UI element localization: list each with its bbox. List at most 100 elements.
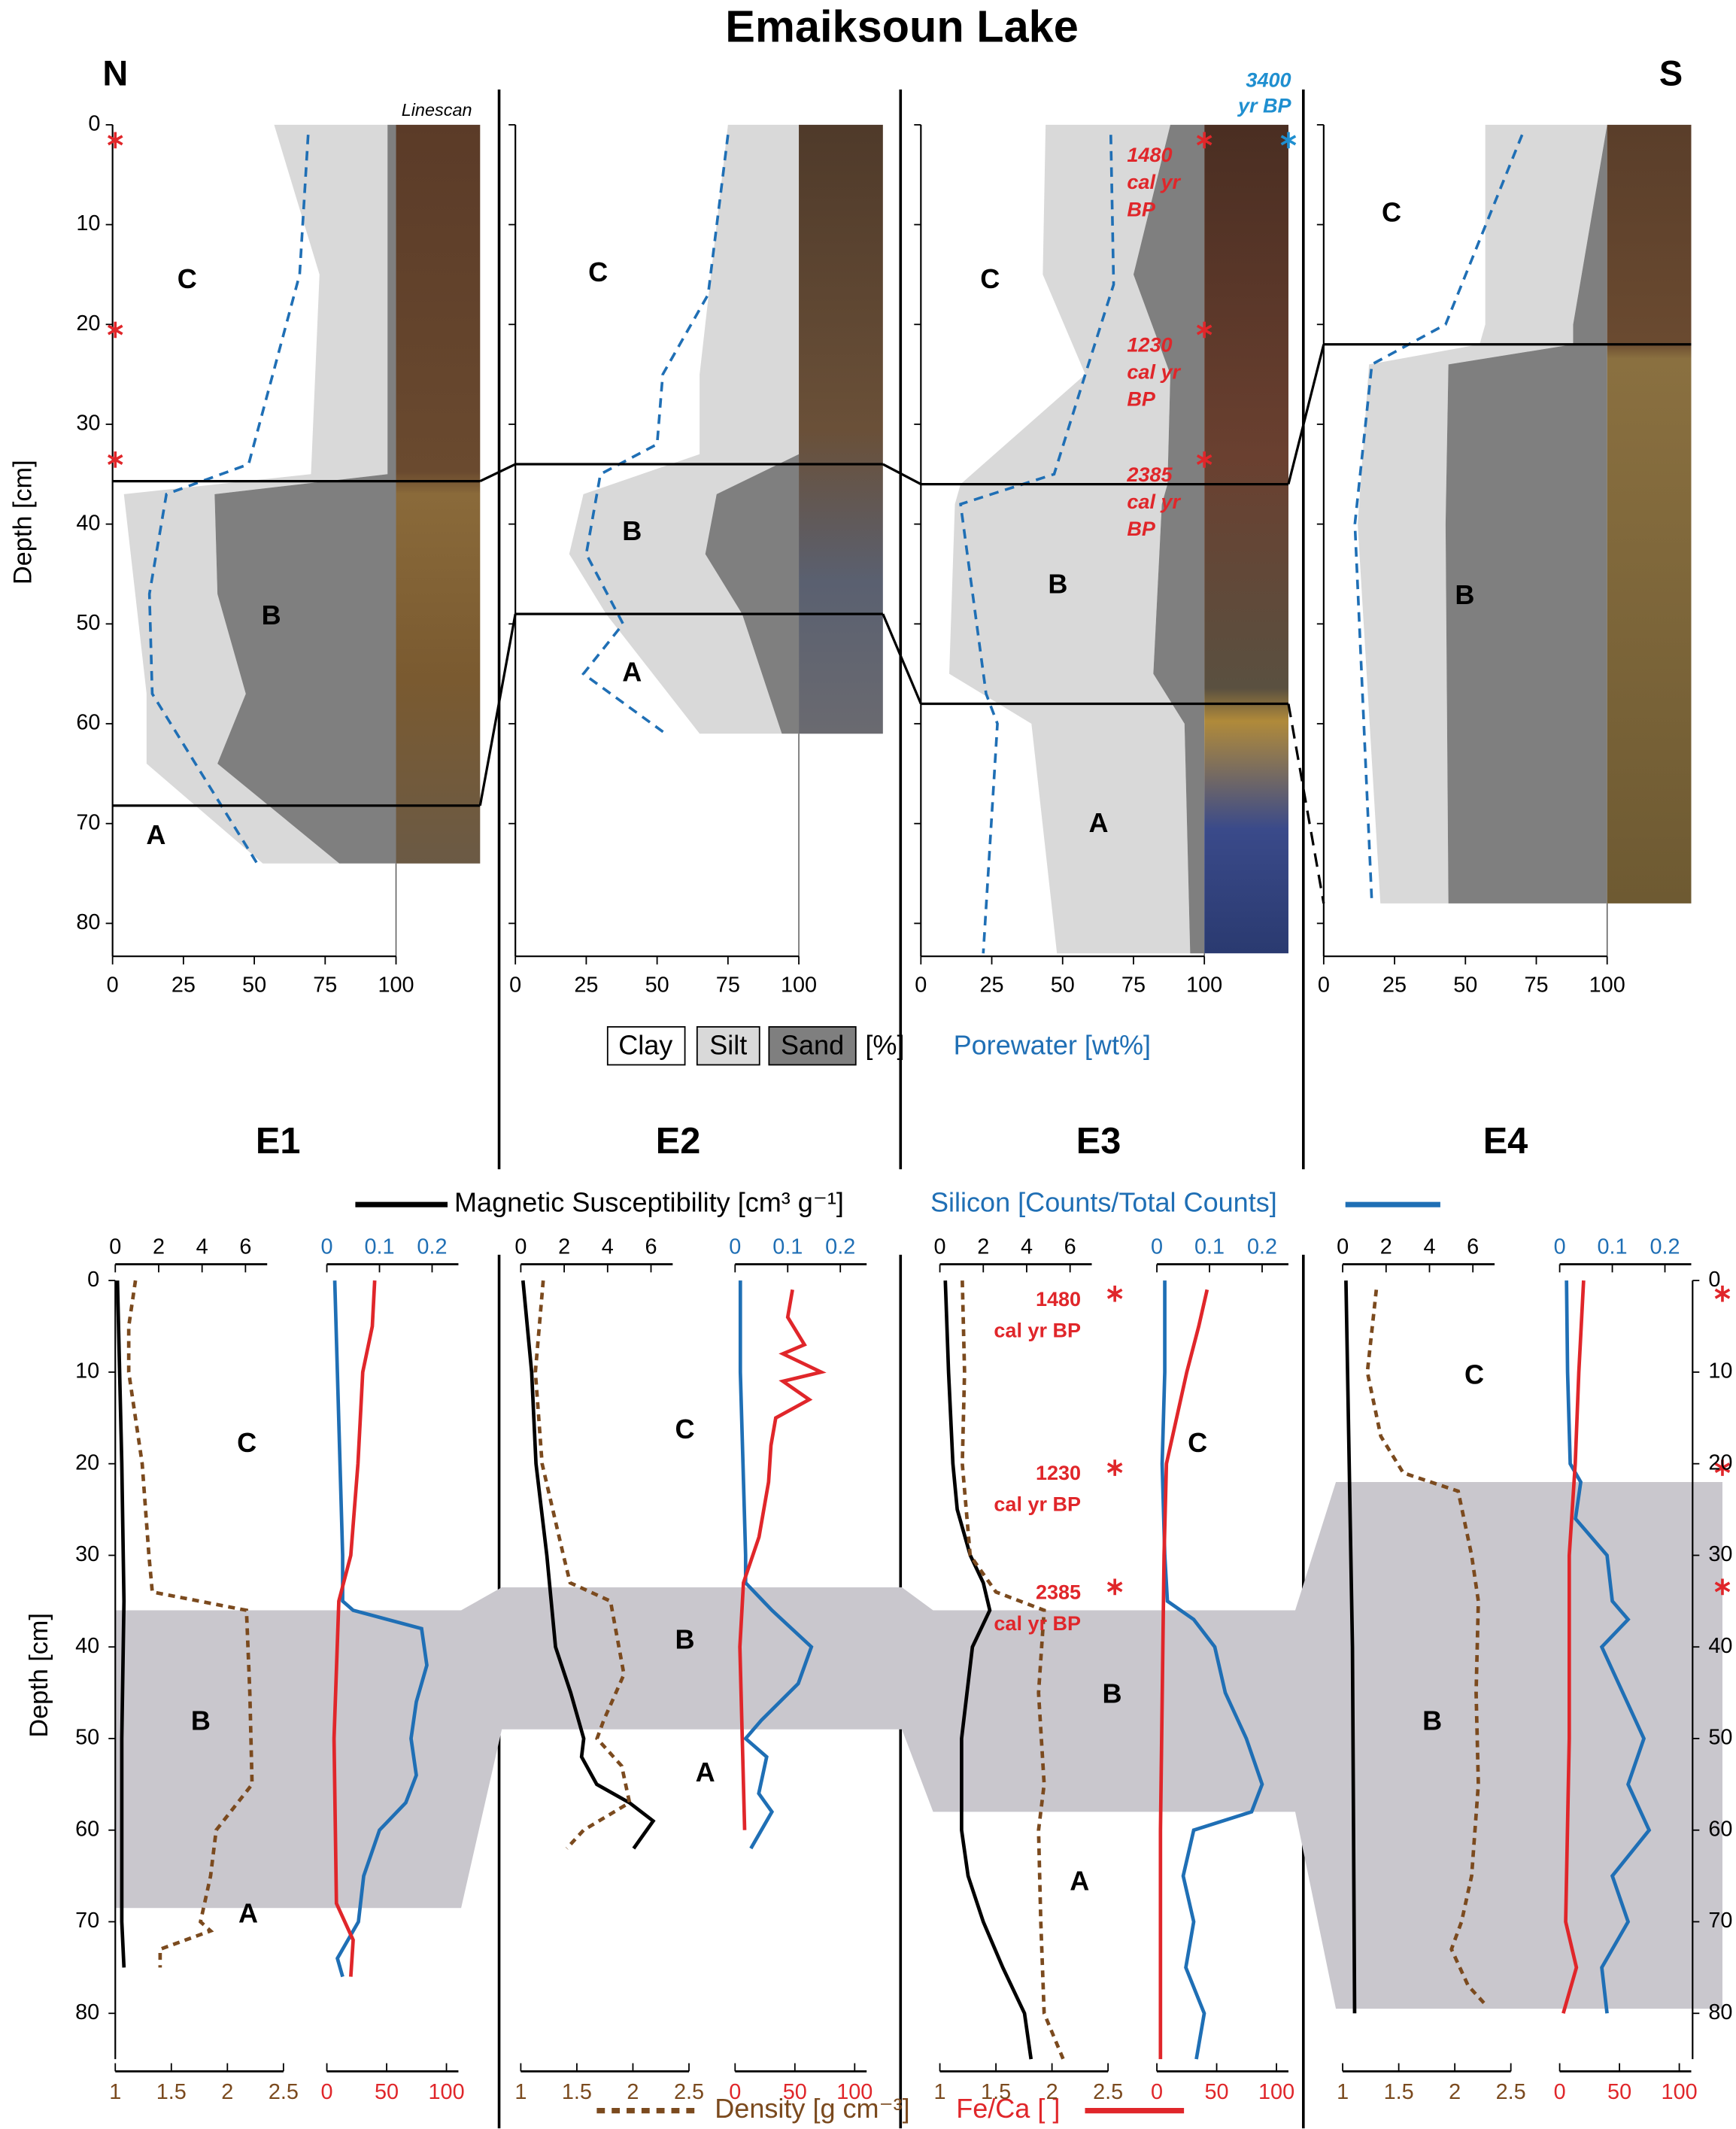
ms-tick-label: 4 <box>1423 1235 1435 1259</box>
top-y-label: Depth [cm] <box>9 460 38 585</box>
ms-tick-label: 4 <box>196 1235 208 1259</box>
zone-label: B <box>1103 1678 1122 1708</box>
ms-tick-label: 0 <box>934 1235 946 1259</box>
legend-label: Sand <box>781 1030 844 1061</box>
si-tick-label: 0 <box>1151 1235 1163 1259</box>
south-label: S <box>1659 53 1683 93</box>
y-tick-label: 0 <box>88 112 100 136</box>
zone-label: C <box>588 257 608 287</box>
depth-tick-label: 20 <box>1708 1450 1732 1475</box>
si-tick-label: 0 <box>321 1235 333 1259</box>
zone-label: C <box>675 1414 695 1444</box>
depth-tick-label: 40 <box>75 1634 99 1658</box>
depth-tick-label: 30 <box>75 1542 99 1566</box>
feca-tick-label: 0 <box>729 2080 741 2104</box>
x-tick-label: 75 <box>313 973 337 997</box>
ms-tick-label: 0 <box>1337 1235 1349 1259</box>
zone-label: C <box>1188 1427 1207 1458</box>
depth-tick-label: 0 <box>87 1268 99 1292</box>
legend-label: Fe/Ca [ ] <box>956 2093 1060 2124</box>
x-tick-label: 25 <box>979 973 1003 997</box>
feca-tick-label: 50 <box>1607 2080 1631 2104</box>
ms-tick-label: 2 <box>558 1235 570 1259</box>
density-tick-label: 1 <box>934 2080 946 2104</box>
y-tick-label: 10 <box>76 211 100 235</box>
date-marker <box>1106 1578 1123 1596</box>
ms-line <box>943 1280 1033 2060</box>
legend-label: [%] <box>865 1030 904 1061</box>
x-tick-label: 75 <box>1121 973 1146 997</box>
date-label: BP <box>1127 387 1156 410</box>
zone-label: B <box>675 1623 695 1654</box>
density-line <box>533 1280 632 1850</box>
y-tick-label: 40 <box>76 511 100 535</box>
density-tick-label: 2 <box>627 2080 639 2104</box>
bottom-legend: Density [g cm⁻³] Fe/Ca [ ] <box>596 2093 1185 2124</box>
boundary-link <box>478 613 517 806</box>
silt-area <box>569 124 800 734</box>
date-label: BP <box>1127 518 1156 540</box>
sand-area <box>705 124 800 734</box>
depth-tick-label: 60 <box>75 1817 99 1841</box>
feca-line <box>332 1280 377 1977</box>
zone-label: A <box>696 1757 715 1787</box>
top-legend: Clay Silt Sand [%] Porewater [wt%] <box>606 1026 1151 1066</box>
silt-area <box>949 124 1191 954</box>
zone-label: A <box>1089 807 1109 838</box>
boundary-link <box>1287 344 1325 484</box>
density-tick-label: 2 <box>1449 2080 1461 2104</box>
density-tick-label: 2 <box>221 2080 233 2104</box>
date-label: 1230 <box>1127 333 1172 356</box>
feca-tick-label: 0 <box>1151 2080 1163 2104</box>
date-label: 2385 <box>1036 1581 1081 1604</box>
ms-tick-label: 2 <box>977 1235 989 1259</box>
feca-tick-label: 100 <box>1258 2080 1294 2104</box>
linescan <box>396 124 481 864</box>
porewater-line <box>581 134 730 735</box>
x-tick-label: 50 <box>1453 973 1477 997</box>
zone-b-band <box>115 1482 1722 2009</box>
porewater-line <box>147 135 310 864</box>
date-marker <box>107 132 123 149</box>
linescan-label: Linescan <box>402 100 472 120</box>
core-name: E3 <box>1076 1121 1121 1162</box>
density-tick-label: 2.5 <box>674 2080 704 2104</box>
legend-label: Silicon [Counts/Total Counts] <box>930 1187 1277 1218</box>
legend-label: Clay <box>618 1030 672 1061</box>
y-tick-label: 50 <box>76 611 100 635</box>
zone-label: B <box>191 1705 211 1736</box>
zone-label: C <box>178 263 197 294</box>
feca-tick-label: 100 <box>429 2080 465 2104</box>
si-line <box>1565 1280 1652 2014</box>
density-tick-label: 1 <box>109 2080 121 2104</box>
date-label: 2385 <box>1126 463 1173 486</box>
ms-line <box>520 1280 656 1850</box>
x-tick-label: 25 <box>171 973 196 997</box>
feca-tick-label: 0 <box>1554 2080 1566 2104</box>
y-tick-label: 30 <box>76 412 100 436</box>
feca-line <box>738 1289 827 1830</box>
depth-tick-label: 70 <box>1708 1909 1732 1933</box>
depth-tick-label: 50 <box>75 1726 99 1750</box>
si-tick-label: 0.2 <box>417 1235 447 1259</box>
date-marker <box>1714 1578 1731 1596</box>
x-tick-label: 0 <box>915 973 927 997</box>
x-tick-label: 50 <box>1051 973 1075 997</box>
ms-tick-label: 2 <box>153 1235 165 1259</box>
feca-tick-label: 50 <box>1205 2080 1229 2104</box>
core-name: E1 <box>256 1121 301 1162</box>
density-tick-label: 2.5 <box>1496 2080 1526 2104</box>
boundary-link <box>882 613 922 705</box>
feca-line <box>1561 1280 1586 2014</box>
si-tick-label: 0 <box>729 1235 741 1259</box>
date-marker <box>1280 132 1297 149</box>
density-tick-label: 2 <box>1046 2080 1058 2104</box>
zone-label: A <box>238 1898 258 1929</box>
density-tick-label: 2.5 <box>1093 2080 1123 2104</box>
depth-tick-label: 10 <box>75 1359 99 1383</box>
linescan <box>1204 124 1288 954</box>
feca-tick-label: 0 <box>321 2080 333 2104</box>
zone-label: A <box>146 819 165 850</box>
x-tick-label: 0 <box>1318 973 1330 997</box>
si-tick-label: 0.2 <box>1247 1235 1277 1259</box>
